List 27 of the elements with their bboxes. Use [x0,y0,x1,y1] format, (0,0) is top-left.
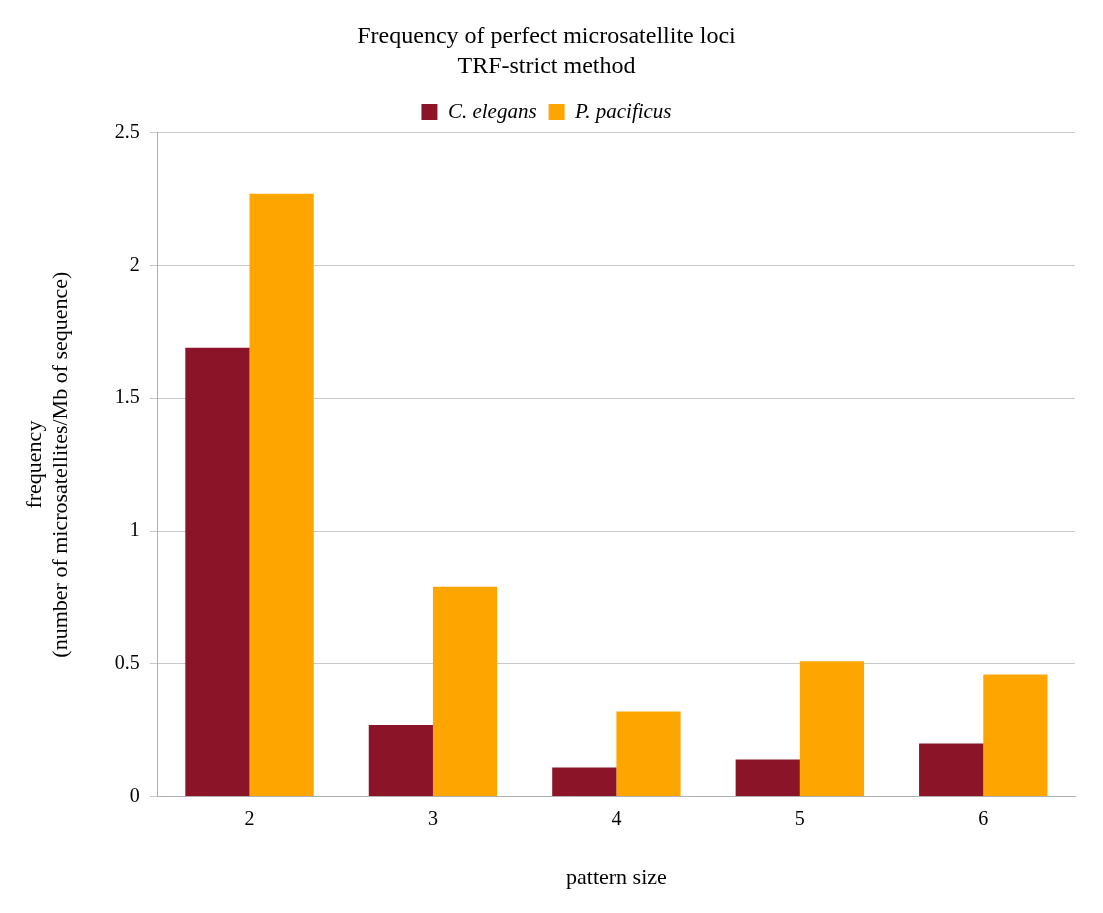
bar [799,661,865,797]
y-tick-label: 1 [129,518,140,541]
chart-title: Frequency of perfect microsatellite loci [357,21,737,48]
y-tick-label: 0 [129,783,140,806]
chart-subtitle: TRF-strict method [457,52,636,79]
x-tick-label: 4 [611,806,622,829]
bar [249,193,314,797]
x-tick-label: 2 [244,806,255,829]
bar [368,724,433,797]
y-tick-label: 1.5 [114,385,140,408]
x-tick-label: 5 [794,806,805,829]
bar [432,586,498,797]
y-axis-title: frequency (number of microsatellites/Mb of sequence) [20,271,73,658]
bar [552,767,617,797]
bar [983,674,1048,797]
legend-label: P. pacificus [574,98,672,123]
bar [616,711,681,797]
y-tick-label: 0.5 [114,651,140,674]
legend-label: C. elegans [447,98,537,123]
x-tick-label: 3 [427,806,438,829]
bar [735,759,800,797]
bar [919,743,984,797]
x-tick-label: 6 [978,806,989,829]
y-tick-label: 2 [129,252,140,275]
y-tick-label: 2.5 [114,119,140,142]
x-axis-title: pattern size [566,863,667,889]
bar [185,347,250,797]
